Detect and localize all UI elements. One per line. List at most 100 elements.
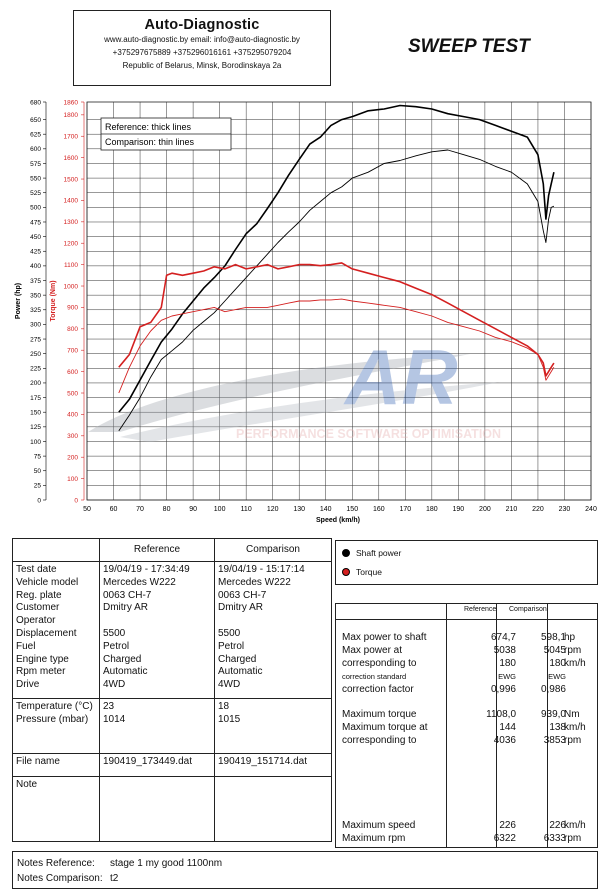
result-label: Max power to shaft [342,632,427,643]
results-row: Maximum rpm 6322 6333 rpm [342,833,591,845]
result-label: corresponding to [342,658,417,669]
label-operator: Operator [16,615,56,627]
torque-swatch [342,568,350,576]
x-tick-label: 80 [163,506,171,513]
result-reference-value: 0,996 [490,684,516,695]
power-tick-label: 300 [30,322,41,329]
legend-comparison-text: Comparison: thin lines [105,137,195,147]
torque-tick-label: 900 [67,305,78,312]
torque-tick-label: 1700 [64,134,79,141]
shaft-power-comparison-line [118,149,555,432]
result-unit: km/h [564,820,586,831]
result-reference-value: 226 [499,820,516,831]
torque-tick-label: 1400 [64,198,79,205]
result-reference-value: 180 [499,658,516,669]
notes-reference-value: stage 1 my good 1100nm [110,858,223,869]
company-name: Auto-Diagnostic [144,17,260,33]
cmp-rpm-meter: Automatic [218,666,263,678]
notes-comparison-value: t2 [110,873,119,884]
result-label: Maximum speed [342,820,416,831]
x-tick-label: 220 [532,506,544,513]
result-unit: hp [564,632,576,643]
cmp-note [214,776,332,842]
label-file-name: File name [12,753,100,777]
legend-item-shaft-power: Shaft power [342,548,401,558]
result-reference-value: 4036 [493,735,516,746]
power-tick-label: 225 [30,366,41,373]
power-tick-label: 650 [30,117,41,124]
x-tick-label: 230 [559,506,571,513]
torque-tick-label: 800 [67,326,78,333]
power-tick-label: 550 [30,175,41,182]
results-header-comparison: Comparison [509,606,547,613]
cmp-vehicle-model: Mercedes W222 [218,576,291,588]
torque-reference-line [118,262,555,377]
x-tick-label: 190 [453,506,465,513]
ref-drive: 4WD [103,679,126,691]
label-rpm-meter: Rpm meter [16,666,66,678]
power-tick-label: 350 [30,292,41,299]
cmp-customer: Dmitry AR [218,602,263,614]
power-tick-label: 575 [30,161,41,168]
x-tick-label: 110 [241,506,252,513]
cmp-file-name: 190419_151714.dat [214,753,332,777]
shaft-power-swatch [342,549,350,557]
result-label: Maximum torque at [342,722,428,733]
ref-displacement: 5500 [103,627,126,639]
notes-reference-label: Notes Reference: [17,858,95,869]
label-drive: Drive [16,679,40,691]
legend-torque-label: Torque [356,567,382,577]
x-tick-label: 170 [399,506,411,513]
cmp-temperature: 18 [218,701,230,712]
cmp-operator [218,615,328,628]
notes-panel: Notes Reference: stage 1 my good 1100nm … [12,851,598,889]
power-tick-label: 275 [30,336,41,343]
chart-series [118,104,555,432]
shaft-power-reference-line [118,104,555,413]
plot-frame [86,101,592,501]
result-comparison-value: 3853 [543,735,566,746]
x-tick-label: 240 [585,506,597,513]
torque-tick-label: 100 [67,476,78,483]
power-tick-label: 50 [34,468,42,475]
ref-customer: Dmitry AR [103,602,148,614]
cmp-reg-plate: 0063 CH-7 [218,589,267,601]
power-tick-label: 100 [30,439,41,446]
legend-reference-text: Reference: thick lines [105,122,192,132]
torque-tick-label: 0 [74,497,78,504]
power-tick-label: 500 [30,205,41,212]
ref-temperature: 23 [103,701,115,712]
legend-shaft-power-label: Shaft power [356,548,402,558]
company-address: Republic of Belarus, Minsk, Borodinskaya… [122,61,282,70]
label-note: Note [12,776,100,842]
torque-tick-label: 500 [67,390,78,397]
cmp-pressure: 1015 [218,713,241,725]
result-comparison-value: 939,0 [540,709,566,720]
result-reference-value: 1108,0 [486,709,516,720]
power-tick-label: 425 [30,249,41,256]
torque-tick-label: 1300 [64,219,79,226]
company-phones: +375297675889 +375296016161 +37529507920… [112,48,292,57]
ref-engine-type: Charged [103,653,142,665]
vehicle-labels: Test date Vehicle model Reg. plate Custo… [12,561,100,699]
cmp-displacement: 5500 [218,627,241,639]
result-unit: rpm [564,735,582,746]
torque-tick-label: 600 [67,369,78,376]
label-displacement: Displacement [16,627,77,639]
power-tick-label: 625 [30,131,41,138]
label-fuel: Fuel [16,640,36,652]
power-tick-label: 200 [30,380,41,387]
result-unit: rpm [564,645,582,656]
company-web-email: www.auto-diagnostic.by email: info@auto-… [104,35,300,44]
results-row: corresponding to 4036 3853 rpm [342,735,591,747]
ref-reg-plate: 0063 CH-7 [103,589,152,601]
x-tick-label: 140 [320,506,332,513]
results-row: Maximum torque at 144 138 km/h [342,722,591,734]
ref-note [99,776,215,842]
power-tick-label: 450 [30,234,41,241]
cmp-drive: 4WD [218,679,241,691]
results-panel: Reference Comparison Max power to shaft 6… [335,603,598,848]
results-row: corresponding to 180 180 km/h [342,658,591,670]
x-tick-label: 60 [110,506,118,513]
x-tick-label: 130 [293,506,305,513]
